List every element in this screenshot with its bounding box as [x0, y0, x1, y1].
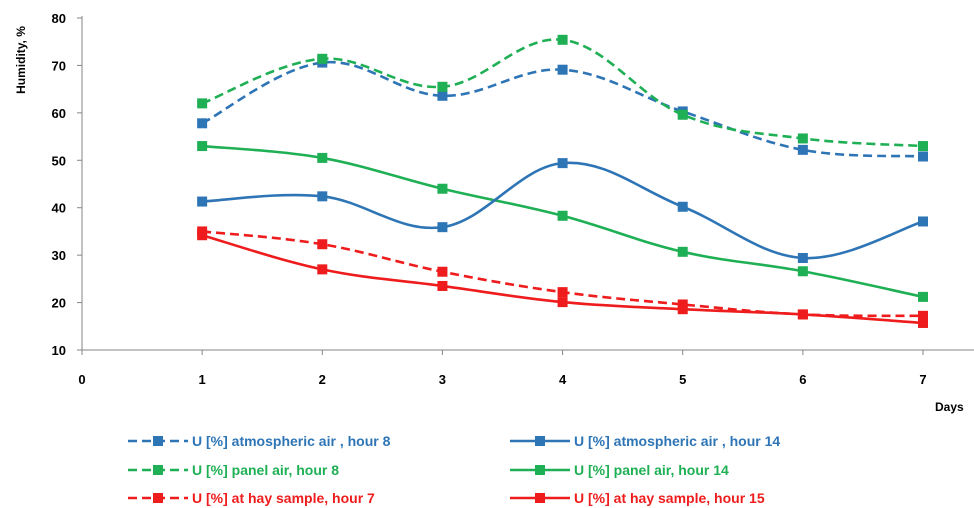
legend-label: U [%] atmospheric air , hour 14	[574, 433, 780, 449]
legend-item: U [%] at hay sample, hour 15	[510, 490, 765, 506]
y-tick-label: 30	[52, 248, 66, 263]
legend-item: U [%] atmospheric air , hour 8	[128, 433, 391, 449]
series-2	[197, 158, 928, 263]
legend-label: U [%] at hay sample, hour 15	[574, 490, 765, 506]
data-point	[557, 64, 568, 75]
data-point	[677, 201, 688, 212]
data-point	[677, 109, 688, 120]
x-tick-label: 4	[559, 372, 567, 387]
y-tick-label: 40	[52, 201, 66, 216]
data-point	[437, 90, 448, 101]
data-point	[797, 266, 808, 277]
chart-legend: U [%] atmospheric air , hour 8 U [%] atmo…	[128, 433, 780, 506]
series-line	[202, 144, 924, 299]
legend-item: U [%] panel air, hour 8	[128, 462, 339, 478]
data-point	[197, 141, 208, 152]
x-tick-label: 7	[919, 372, 926, 387]
series-4	[197, 141, 928, 302]
data-point	[197, 230, 208, 241]
data-point	[197, 118, 208, 129]
legend-marker	[153, 493, 163, 503]
data-point	[437, 222, 448, 233]
legend-item: U [%] panel air, hour 14	[510, 462, 729, 478]
series-line	[202, 161, 924, 260]
data-point	[437, 266, 448, 277]
legend-item: U [%] atmospheric air , hour 14	[510, 433, 780, 449]
legend-marker	[535, 493, 545, 503]
data-point	[317, 53, 328, 64]
series-line	[201, 60, 924, 158]
legend-label: U [%] panel air, hour 8	[192, 462, 339, 478]
data-point	[918, 310, 928, 321]
data-point	[557, 34, 568, 45]
series-1	[197, 57, 928, 162]
y-tick-label: 60	[52, 106, 66, 121]
legend-marker	[535, 436, 545, 446]
y-axis-title: Humidity, %	[14, 26, 28, 94]
legend-label: U [%] at hay sample, hour 7	[192, 490, 375, 506]
legend-item: U [%] at hay sample, hour 7	[128, 490, 375, 506]
data-point	[797, 252, 808, 263]
data-point	[918, 141, 928, 152]
data-point	[317, 191, 328, 202]
data-point	[918, 151, 928, 162]
chart-series	[197, 34, 928, 328]
x-tick-label: 5	[679, 372, 686, 387]
data-point	[437, 81, 448, 92]
x-tick-label: 3	[439, 372, 446, 387]
legend-marker	[153, 436, 163, 446]
data-point	[797, 133, 808, 144]
series-line	[201, 38, 924, 148]
data-point	[317, 152, 328, 163]
data-point	[797, 144, 808, 155]
x-tick-label: 1	[199, 372, 206, 387]
x-tick-label: 6	[799, 372, 806, 387]
data-point	[557, 210, 568, 221]
data-point	[437, 183, 448, 194]
data-point	[197, 196, 208, 207]
y-tick-label: 10	[52, 343, 66, 358]
x-axis-title: Days	[935, 400, 964, 414]
data-point	[918, 216, 928, 227]
legend-marker	[535, 465, 545, 475]
data-point	[797, 309, 808, 320]
y-tick-label: 80	[52, 11, 66, 26]
x-tick-label: 2	[319, 372, 326, 387]
legend-label: U [%] panel air, hour 14	[574, 462, 729, 478]
data-point	[677, 246, 688, 257]
legend-marker	[153, 465, 163, 475]
data-point	[918, 291, 928, 302]
chart-axes: 10 20 30 40 50 60 70 80 0 1 2 3 4 5 6 7	[52, 11, 974, 387]
data-point	[677, 304, 688, 315]
data-point	[197, 98, 208, 109]
x-tick-label: 0	[78, 372, 85, 387]
data-point	[437, 280, 448, 291]
data-point	[317, 239, 328, 250]
legend-label: U [%] atmospheric air , hour 8	[192, 433, 391, 449]
data-point	[557, 287, 568, 298]
y-tick-label: 50	[52, 153, 66, 168]
data-point	[557, 158, 568, 169]
y-tick-label: 70	[52, 58, 66, 73]
y-tick-label: 20	[52, 296, 66, 311]
series-6	[197, 230, 928, 328]
series-line	[201, 233, 924, 325]
series-3	[197, 34, 928, 152]
data-point	[918, 317, 928, 328]
data-point	[317, 264, 328, 275]
data-point	[557, 297, 568, 308]
